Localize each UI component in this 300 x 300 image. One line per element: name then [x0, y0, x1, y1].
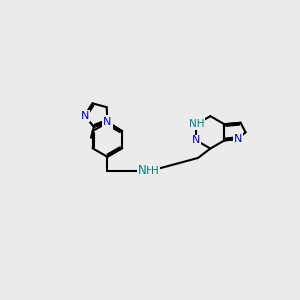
- Text: NH: NH: [189, 119, 204, 129]
- Text: N: N: [103, 116, 112, 129]
- Text: N: N: [80, 111, 89, 121]
- Text: N: N: [103, 117, 112, 127]
- Text: N: N: [233, 134, 242, 144]
- Text: N: N: [138, 164, 146, 177]
- Text: H: H: [152, 166, 159, 176]
- Text: N: N: [192, 135, 200, 146]
- Text: H: H: [146, 166, 154, 176]
